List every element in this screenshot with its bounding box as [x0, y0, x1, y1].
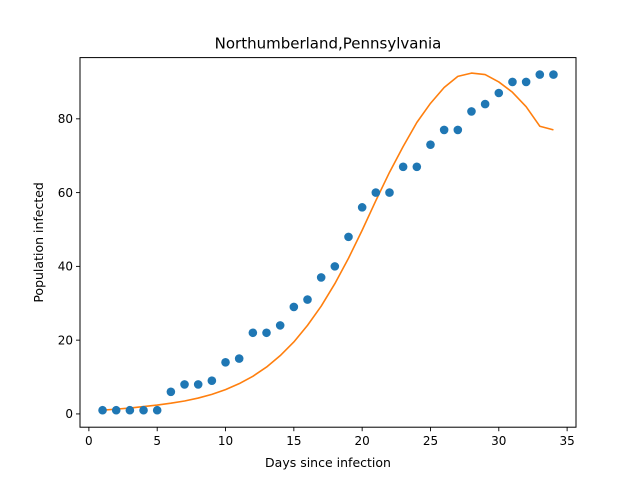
data-point: [193, 380, 203, 389]
data-point: [152, 405, 162, 415]
x-tick-label: 15: [286, 434, 301, 448]
data-point: [248, 328, 258, 338]
y-tick-label: 20: [58, 333, 73, 347]
data-point: [98, 405, 107, 415]
x-tick-label: 0: [85, 434, 93, 448]
x-axis: 0 5 10 15 20 25 30 35: [85, 427, 575, 448]
data-point: [316, 273, 326, 282]
x-tick-label: 30: [491, 434, 506, 448]
data-point: [508, 77, 517, 87]
series-line-fit: [102, 72, 554, 412]
data-point: [549, 70, 558, 79]
x-tick-label: 35: [559, 434, 574, 448]
data-point: [521, 77, 531, 87]
data-point: [125, 405, 135, 415]
data-point: [207, 376, 217, 386]
data-point: [412, 162, 422, 172]
x-axis-label: Days since infection: [265, 455, 391, 470]
data-point: [180, 380, 189, 389]
data-point: [535, 70, 545, 79]
data-point: [289, 302, 299, 312]
data-point: [357, 203, 367, 212]
y-axis: 0 20 40 60 80: [58, 112, 80, 421]
plot-area: [98, 70, 558, 415]
data-point: [467, 107, 476, 116]
data-point: [439, 125, 449, 135]
x-tick-label: 25: [423, 434, 438, 448]
data-point: [303, 295, 312, 304]
data-point: [166, 387, 176, 397]
y-tick-label: 60: [58, 186, 73, 200]
data-point: [234, 354, 244, 363]
data-point: [262, 328, 271, 338]
data-point: [453, 125, 463, 135]
y-axis-label: Population infected: [31, 182, 46, 303]
x-tick-label: 10: [218, 434, 233, 448]
data-point: [330, 262, 340, 271]
y-tick-label: 40: [58, 260, 73, 274]
data-point: [275, 321, 285, 330]
data-point: [480, 99, 490, 109]
chart-title: Northumberland,Pennsylvania: [215, 35, 442, 53]
y-tick-label: 80: [58, 112, 73, 126]
data-point: [221, 357, 230, 367]
data-point: [139, 405, 148, 415]
x-tick-label: 20: [355, 434, 370, 448]
data-point: [344, 232, 353, 242]
data-point: [426, 140, 435, 149]
data-point: [385, 188, 394, 197]
data-point: [398, 162, 408, 172]
data-point: [111, 405, 121, 415]
x-tick-label: 5: [153, 434, 161, 448]
data-point: [494, 88, 504, 98]
data-point: [371, 188, 381, 197]
y-tick-label: 0: [65, 407, 73, 421]
axes-frame: [79, 57, 577, 428]
